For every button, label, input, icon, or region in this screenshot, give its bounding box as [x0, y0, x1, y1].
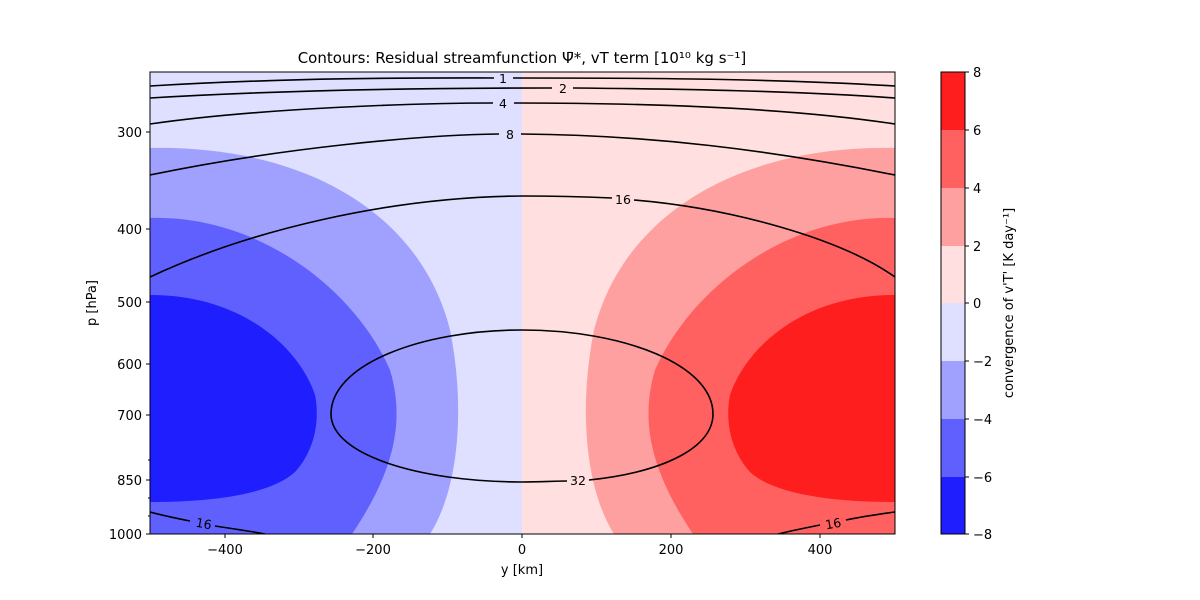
x-axis: −400 −200 0 200 400 y [km]	[207, 534, 832, 578]
contour-line-8	[150, 133, 895, 176]
x-tick-label: −400	[207, 543, 243, 558]
colorbar-segment	[941, 419, 965, 477]
colorbar-segment	[941, 361, 965, 419]
colorbar-tick-label: 4	[973, 182, 981, 197]
colorbar-segment	[941, 477, 965, 534]
colorbar-label: convergence of v'T' [K day⁻¹]	[1002, 208, 1017, 398]
contour-line-16	[150, 195, 895, 278]
contour-line-4	[150, 102, 895, 125]
contour-label-16-right: 16	[824, 515, 842, 533]
colorbar-tick-label: 0	[973, 297, 981, 312]
colorbar-segment	[941, 72, 965, 130]
colorbar-tick-label: 8	[973, 66, 981, 81]
y-axis-label: p [hPa]	[85, 280, 100, 326]
y-tick-label: 500	[117, 296, 142, 311]
x-tick-label: −200	[355, 543, 391, 558]
x-tick-label: 0	[518, 543, 526, 558]
y-tick-label: 600	[117, 358, 142, 373]
contour-line-16-right	[777, 511, 895, 534]
contour-line-16-left	[150, 511, 266, 534]
colorbar-tick-label: −6	[973, 471, 992, 486]
contour-line-2	[150, 87, 895, 99]
contour-label-16-left: 16	[195, 515, 213, 533]
y-tick-label: 300	[117, 126, 142, 141]
y-tick-label: 1000	[109, 528, 142, 543]
colorbar-segment	[941, 303, 965, 361]
contour-label-16: 16	[615, 192, 631, 207]
colorbar-tick-label: 6	[973, 124, 981, 139]
contour-lines	[150, 77, 895, 534]
colorbar-tick-label: −8	[973, 528, 992, 543]
colorbar-segment	[941, 246, 965, 303]
colorbar-tick-label: −2	[973, 355, 992, 370]
colorbar-segment	[941, 130, 965, 188]
y-tick-label: 700	[117, 409, 142, 424]
y-tick-label: 400	[117, 223, 142, 238]
y-axis: 300 400 500 600 700 850 1000 p [hPa]	[85, 126, 150, 543]
colorbar-tick-label: −4	[973, 413, 992, 428]
contour-label-2: 2	[559, 81, 567, 96]
band-neg-8-neg-6	[150, 295, 317, 502]
chart-title: Contours: Residual streamfunction Ψ̄*, v…	[298, 49, 747, 67]
x-tick-label: 200	[659, 543, 684, 558]
x-tick-label: 400	[808, 543, 833, 558]
colorbar: 8 6 4 2 0 −2 −4 −6 −8 convergence of v'T…	[940, 66, 1017, 543]
contour-label-32: 32	[570, 473, 586, 488]
contour-label-8: 8	[506, 127, 514, 142]
contour-label-4: 4	[499, 96, 507, 111]
x-axis-label: y [km]	[501, 563, 543, 578]
colorbar-tick-label: 2	[973, 240, 981, 255]
contour-label-1: 1	[499, 71, 507, 86]
y-tick-label: 850	[117, 474, 142, 489]
colorbar-segment	[941, 188, 965, 246]
contour-line-1	[150, 77, 895, 87]
plot-area: 1 2 4 8 16 32 16 16	[150, 71, 895, 534]
contour-line-32-lower	[330, 413, 714, 483]
band-6-8	[728, 295, 895, 502]
contour-line-32-upper	[330, 329, 714, 415]
